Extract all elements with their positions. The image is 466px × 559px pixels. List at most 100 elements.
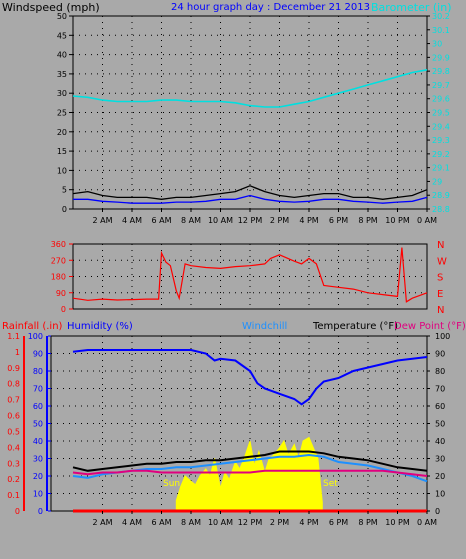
compass-label: N — [437, 305, 444, 316]
windspeed-tick-label: 35 — [57, 70, 67, 79]
humidity-tick-label: 10 — [33, 490, 43, 499]
sunrise-annotation: Sun — [163, 479, 180, 489]
time-tick-label: 6 AM — [151, 518, 171, 527]
temperature-tick-label: 60 — [435, 402, 445, 411]
time-tick-label: 8 AM — [181, 518, 201, 527]
barometer-tick-label: 30.2 — [432, 12, 450, 21]
barometer-tick-label: 29.7 — [432, 81, 450, 90]
wind-gust-line — [72, 185, 428, 200]
rainfall-tick-label: 0.1 — [7, 491, 20, 500]
sunset-annotation: Set — [323, 479, 338, 489]
time-tick-label: 12 PM — [238, 216, 263, 225]
temperature-tick-label: 30 — [435, 455, 445, 464]
time-tick-label: 2 AM — [92, 216, 112, 225]
windspeed-tick-label: 50 — [57, 12, 67, 21]
windspeed-tick-label: 30 — [57, 89, 67, 98]
temperature-tick-label: 10 — [435, 490, 445, 499]
compass-label: E — [437, 289, 443, 300]
time-tick-label: 8 PM — [358, 216, 377, 225]
rainfall-tick-label: 1 — [15, 348, 20, 357]
humidity-tick-label: 90 — [33, 350, 43, 359]
windspeed-tick-label: 15 — [57, 147, 67, 156]
windspeed-tick-label: 10 — [57, 166, 67, 175]
rainfall-tick-label: 0.3 — [7, 459, 20, 468]
windspeed-axis-label: Windspeed (mph) — [2, 1, 100, 14]
time-tick-label: 4 AM — [122, 518, 142, 527]
time-tick-label: 6 PM — [329, 216, 348, 225]
temperature-tick-label: 20 — [435, 472, 445, 481]
barometer-axis-label: Barometer (in) — [371, 1, 452, 14]
humidity-tick-label: 50 — [33, 420, 43, 429]
humidity-line — [72, 349, 428, 406]
temperature-tick-label: 90 — [435, 350, 445, 359]
time-tick-label: 6 PM — [329, 518, 348, 527]
direction-tick-label: 270 — [51, 256, 66, 265]
time-tick-label: 2 PM — [270, 518, 289, 527]
time-tick-label: 12 PM — [238, 518, 263, 527]
rainfall-tick-label: 0.2 — [7, 475, 20, 484]
windspeed-tick-label: 25 — [57, 109, 67, 118]
barometer-tick-label: 29.5 — [432, 109, 450, 118]
time-tick-label: 4 AM — [122, 216, 142, 225]
humidity-tick-label: 70 — [33, 385, 43, 394]
temperature-tick-label: 100 — [435, 332, 450, 341]
temperature-tick-label: 80 — [435, 367, 445, 376]
rainfall-axis-label: Rainfall (.in) — [2, 321, 63, 332]
wind-speed-line — [73, 194, 428, 204]
rainfall-tick-label: 0.5 — [7, 427, 20, 436]
temperature-tick-label: 50 — [435, 420, 445, 429]
temperature-tick-label: 40 — [435, 437, 445, 446]
direction-tick-label: 0 — [61, 305, 66, 314]
temperature-tick-label: 70 — [435, 385, 445, 394]
barometer-tick-label: 29.2 — [432, 150, 450, 159]
windspeed-tick-label: 5 — [62, 186, 67, 195]
time-tick-label: 10 PM — [385, 216, 410, 225]
rainfall-tick-label: 0.8 — [7, 380, 20, 389]
humidity-tick-label: 30 — [33, 455, 43, 464]
time-tick-label: 8 AM — [181, 216, 201, 225]
barometer-tick-label: 29.4 — [432, 122, 450, 131]
time-tick-label: 10 PM — [385, 518, 410, 527]
direction-tick-label: 360 — [51, 240, 66, 249]
time-tick-label: 4 PM — [299, 216, 318, 225]
time-tick-label: 0 AM — [417, 518, 437, 527]
barometer-tick-label: 28.9 — [432, 191, 450, 200]
direction-tick-label: 180 — [51, 273, 66, 282]
humidity-tick-label: 40 — [33, 437, 43, 446]
windchill-axis-label: Windchill — [242, 321, 287, 332]
dewpoint-axis-label: Dew Point (°F) — [394, 321, 466, 332]
barometer-tick-label: 29.3 — [432, 136, 450, 145]
windspeed-tick-label: 20 — [57, 128, 67, 137]
humidity-tick-label: 100 — [28, 332, 43, 341]
wind-direction-line — [72, 247, 428, 303]
barometer-tick-label: 30 — [432, 40, 442, 49]
windspeed-tick-label: 40 — [57, 51, 67, 60]
rainfall-tick-label: 0.7 — [7, 396, 20, 405]
time-tick-label: 4 PM — [299, 518, 318, 527]
time-tick-label: 6 AM — [151, 216, 171, 225]
rainfall-tick-label: 0.9 — [7, 364, 20, 373]
dewpoint-line — [72, 469, 428, 477]
barometer-tick-label: 29.9 — [432, 53, 450, 62]
humidity-tick-label: 0 — [38, 507, 43, 516]
windspeed-tick-label: 45 — [57, 31, 67, 40]
barometer-tick-label: 29.8 — [432, 67, 450, 76]
chart-title: 24 hour graph day : December 21 2013 — [171, 2, 370, 13]
barometer-tick-label: 29.1 — [432, 164, 450, 173]
barometer-tick-label: 29 — [432, 177, 442, 186]
time-tick-label: 10 AM — [208, 518, 233, 527]
barometer-tick-label: 28.8 — [432, 205, 450, 214]
rainfall-tick-label: 0.4 — [7, 443, 20, 452]
humidity-axis-label: Humidity (%) — [67, 321, 133, 332]
temperature-tick-label: 0 — [435, 507, 440, 516]
humidity-tick-label: 60 — [33, 402, 43, 411]
time-tick-label: 0 AM — [417, 216, 437, 225]
direction-tick-label: 90 — [56, 289, 66, 298]
time-tick-label: 2 AM — [92, 518, 112, 527]
compass-label: S — [437, 273, 443, 284]
barometer-tick-label: 29.6 — [432, 95, 450, 104]
temperature-line — [72, 450, 428, 472]
time-tick-label: 10 AM — [208, 216, 233, 225]
